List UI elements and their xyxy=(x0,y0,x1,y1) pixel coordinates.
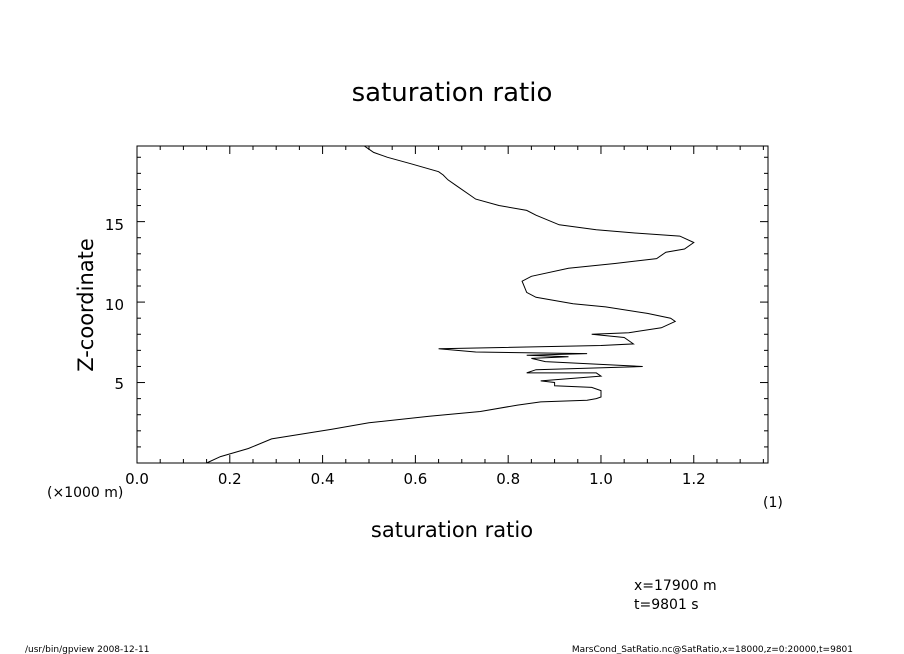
x-axis-label: saturation ratio xyxy=(371,518,533,542)
y-tick-label: 15 xyxy=(105,216,124,234)
series-group xyxy=(206,145,695,464)
coordinate-t-readout: t=9801 s xyxy=(634,597,699,613)
footer-left: /usr/bin/gpview 2008-12-11 xyxy=(25,645,149,654)
chart-title: saturation ratio xyxy=(352,78,553,108)
y-tick-label: 5 xyxy=(114,375,124,393)
y-axis-label: Z-coordinate xyxy=(74,238,98,372)
series-line xyxy=(206,145,695,464)
y-tick-label: 10 xyxy=(105,296,124,314)
coordinate-x-readout: x=17900 m xyxy=(634,578,717,594)
x-tick-label: 1.2 xyxy=(682,470,706,488)
footer-right: MarsCond_SatRatio.nc@SatRatio,x=18000,z=… xyxy=(572,645,853,654)
x-tick-label: 0.2 xyxy=(218,470,242,488)
y-axis-tick-labels: 5 10 15 xyxy=(105,216,124,393)
x-axis-tick-labels: 0.0 0.2 0.4 0.6 0.8 1.0 1.2 xyxy=(125,470,706,488)
x-tick-label: 1.0 xyxy=(589,470,613,488)
x-tick-label: 0.8 xyxy=(496,470,520,488)
plot-frame xyxy=(136,145,769,464)
y-axis-unit: (×1000 m) xyxy=(47,485,123,501)
x-tick-label: 0.4 xyxy=(311,470,335,488)
x-tick-label: 0.6 xyxy=(403,470,427,488)
x-tick-label: 0.0 xyxy=(125,470,149,488)
x-axis-unit: (1) xyxy=(763,495,783,511)
axis-ticks xyxy=(136,146,768,463)
